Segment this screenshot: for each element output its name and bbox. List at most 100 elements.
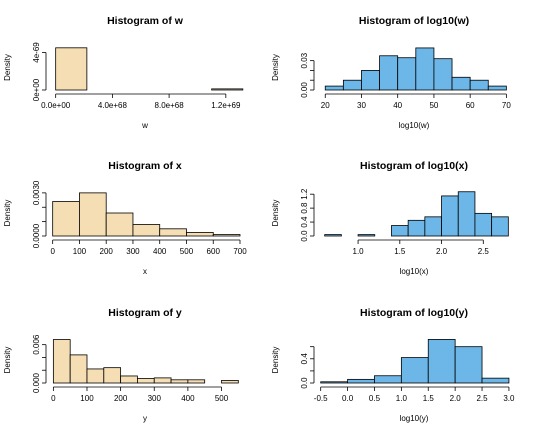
x-tick-label: 1.5 [423,394,435,403]
histogram-bar [120,375,138,384]
y-tick-label: 0.006 [32,334,41,355]
histogram-bar [481,377,510,384]
histogram-bar [159,228,187,237]
x-tick-label: 300 [126,247,140,256]
x-axis-label: y [143,414,147,423]
histogram-bar [474,212,493,237]
x-tick-label: 100 [80,394,94,403]
x-tick-label: 0 [51,394,56,403]
y-axis-label: Density [3,200,12,227]
histogram-bar [427,339,456,384]
x-tick-label: 0 [50,247,55,256]
histogram-panel: Histogram of log10(y) -0.5 0.0 0.5 1.0 1.5 2.0… [271,307,515,423]
x-tick-label: 4.0e+68 [98,101,128,110]
histogram-bar [454,346,483,384]
x-tick-label: 0.0e+00 [41,101,71,110]
x-tick-label: 2.0 [450,394,462,403]
histogram-bar [342,79,362,91]
x-tick-label: 200 [100,247,114,256]
x-tick-label: -0.5 [314,394,328,403]
x-tick-label: 70 [502,101,511,110]
histogram-bar [86,368,105,384]
histogram-bar [212,234,241,237]
histogram-bar [103,367,122,384]
histogram-bar [153,377,172,384]
chart-title: Histogram of w [107,15,184,27]
histogram-bar [424,216,442,237]
x-tick-label: 0.0 [342,394,354,403]
histogram-panel: Histogram of y 0 100 200 300 400 500 0.000 0.006… [3,307,239,423]
y-tick-label: 0.000 [32,372,41,393]
histogram-bar [324,234,342,237]
x-tick-label: 1.5 [394,247,406,256]
y-tick-label: 0.03 [300,52,309,68]
x-axis-label: log10(y) [400,414,429,423]
x-tick-label: 0.5 [369,394,381,403]
histogram-panel: Histogram of w 0.0e+00 4.0e+68 8.0e+68 1.2e+… [3,15,244,130]
y-tick-label: 0.0000 [32,223,41,248]
x-tick-label: 1.0 [353,247,365,256]
y-axis-label: Density [271,54,280,81]
histogram-bar [347,378,375,384]
x-tick-label: 1.2e+69 [211,101,241,110]
histogram-bar [374,375,402,384]
chart-title: Histogram of log10(x) [360,160,468,172]
x-tick-label: 200 [114,394,128,403]
x-tick-label: 300 [148,394,162,403]
chart-title: Histogram of log10(y) [360,307,468,319]
chart-title: Histogram of x [108,160,182,172]
y-tick-label: 0.00 [300,82,309,98]
histogram-bar [132,224,161,237]
histogram-bar [52,201,80,237]
histogram-bar [221,380,239,384]
histogram-bar [451,76,471,91]
histogram-bar [55,47,88,91]
x-axis-label: log10(x) [400,267,429,276]
histogram-bar [457,191,476,237]
x-tick-label: 500 [180,247,194,256]
histogram-bar [400,357,429,384]
histogram-bar [170,379,189,384]
y-axis-label: Density [3,347,12,374]
histogram-bar [487,85,507,91]
histogram-bar [407,219,426,237]
y-tick-label: 4e-69 [32,42,41,63]
x-tick-label: 8.0e+68 [155,101,185,110]
x-tick-label: 2.0 [436,247,448,256]
y-tick-label: 0.4 [300,353,309,365]
x-axis-label: log10(w) [399,121,430,130]
y-tick-label: 0.0030 [32,180,41,205]
histogram-bar [137,378,155,384]
x-tick-label: 600 [207,247,221,256]
x-tick-label: 700 [233,247,247,256]
x-tick-label: 100 [73,247,87,256]
chart-title: Histogram of log10(w) [359,15,469,27]
histogram-bar [79,192,107,237]
chart-title: Histogram of y [108,307,182,319]
histogram-bar [491,216,509,237]
histogram-bar [357,234,376,237]
y-tick-label: 0.4 [300,216,309,228]
histogram-bar [391,225,409,237]
x-tick-label: 2.5 [478,247,490,256]
x-tick-label: 500 [215,394,229,403]
histogram-bar [69,354,88,384]
histogram-bar [211,88,244,91]
histogram-bar [186,232,214,237]
x-tick-label: 60 [466,101,475,110]
histogram-bar [320,381,348,384]
histogram-bar [441,195,459,237]
x-tick-label: 40 [393,101,402,110]
histogram-bar [379,55,399,91]
x-axis-label: w [141,121,148,130]
x-tick-label: 20 [321,101,330,110]
y-axis-label: Density [271,200,280,227]
x-tick-label: 1.0 [396,394,408,403]
histogram-panel: Histogram of log10(w) 20 30 40 50 60 70 0.00 0.0… [271,15,511,130]
y-tick-label: 0.0 [300,377,309,389]
histogram-bar [324,85,344,91]
histogram-bar [187,379,206,384]
x-tick-label: 2.5 [476,394,488,403]
histogram-bar [397,57,417,91]
